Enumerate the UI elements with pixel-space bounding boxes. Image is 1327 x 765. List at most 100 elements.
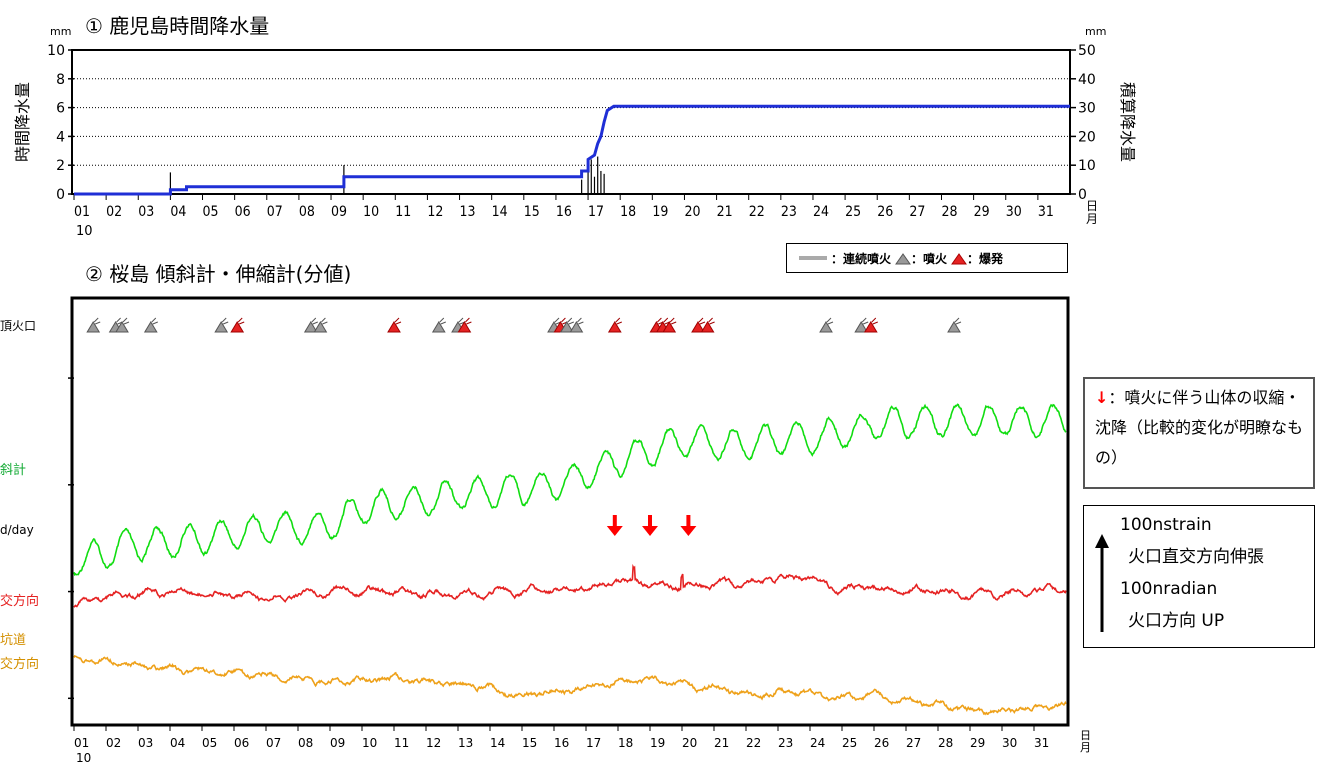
tilt-x-tick-label: 20 xyxy=(682,736,697,750)
rain-y-tick-label: 10 xyxy=(47,43,65,59)
tilt-x-unit: 日 月 xyxy=(1080,729,1095,754)
rain-plot-frame xyxy=(71,49,1071,195)
volcano-eruption-icon xyxy=(691,321,705,333)
volcano-eruption-icon xyxy=(457,321,472,333)
tilt-label-orange-1: 坑道 xyxy=(0,633,26,648)
tilt-label-crater: 頂火口 xyxy=(0,319,36,333)
rain-x-tick-label: 17 xyxy=(588,204,604,220)
rain-y-right-tick-label: 30 xyxy=(1078,101,1096,117)
rain-x-tick-label: 05 xyxy=(203,204,219,220)
rain-cumulative-line xyxy=(74,104,1070,196)
rain-x-tick-label: 21 xyxy=(717,204,733,220)
volcano-eruption-icon xyxy=(431,321,446,333)
deflation-arrows xyxy=(606,515,697,536)
volcano-eruption-icon xyxy=(115,321,129,333)
volcano-eruption-icon xyxy=(303,321,318,333)
eruption-plume-icon xyxy=(871,317,878,325)
tilt-x-sublabel: 10 xyxy=(76,751,91,765)
eruption-plume-icon xyxy=(394,317,402,325)
tilt-x-ticks: 01 02 03 04 05 06 07 08 09 10 11 12 13 14 15 16 17 18 19 20… xyxy=(73,725,1049,750)
rain-x-tick-label: 13 xyxy=(460,204,476,220)
tilt-chart: 01 02 03 04 05 06 07 08 09 10 11 12 13 14 15 16 17 18 19 20… xyxy=(0,296,1095,765)
rain-left-unit: mm xyxy=(50,25,71,38)
volcano-eruption-icon xyxy=(559,321,574,333)
tilt-x-tick-label: 02 xyxy=(106,736,121,750)
tilt-x-tick-label: 21 xyxy=(714,736,729,750)
rain-x-tick-label: 20 xyxy=(684,204,700,220)
rain-y-right-tick-label: 10 xyxy=(1078,158,1096,174)
eruption-plume-icon xyxy=(567,317,574,325)
tilt-x-tick-label: 30 xyxy=(1002,736,1017,750)
rain-ylabel-right: 積算降水量 xyxy=(1118,82,1137,162)
legend-explosion-label: ：爆発 xyxy=(967,251,1004,266)
tilt-x-tick-label: 26 xyxy=(874,736,889,750)
tilt-x-tick-label: 14 xyxy=(490,736,505,750)
volcano-eruption-icon xyxy=(700,321,715,333)
tilt-x-tick-label: 29 xyxy=(970,736,985,750)
rain-x-tick-label: 18 xyxy=(620,204,636,220)
rain-y-right-tick-label: 40 xyxy=(1078,72,1096,88)
eruption-marks xyxy=(86,317,962,333)
volcano-eruption-icon xyxy=(662,321,677,333)
eruption-plume-icon xyxy=(954,317,962,325)
rain-y-tick-label: 8 xyxy=(56,72,65,88)
rain-x-tick-label: 15 xyxy=(524,204,540,220)
rain-x-tick-label: 25 xyxy=(845,204,861,220)
rain-y-tick-label: 4 xyxy=(56,129,65,145)
rain-x-sublabel: 10 xyxy=(76,224,93,239)
rain-y-tick-label: 6 xyxy=(56,101,65,117)
rain-x-tick-label: 14 xyxy=(492,204,508,220)
eruption-volcano-icon xyxy=(895,253,911,265)
eruption-plume-icon xyxy=(577,317,584,325)
eruption-plume-icon xyxy=(237,317,245,325)
volcano-eruption-icon xyxy=(230,321,245,333)
rain-x-tick-label: 01 xyxy=(74,204,90,220)
rain-gridlines xyxy=(74,78,1070,166)
rain-x-tick-label: 31 xyxy=(1038,204,1054,220)
eruption-plume-icon xyxy=(439,317,446,325)
tilt-x-tick-label: 18 xyxy=(618,736,633,750)
rain-x-tick-label: 06 xyxy=(235,204,251,220)
rain-y-right-tick-label: 20 xyxy=(1078,129,1096,145)
tilt-x-tick-label: 05 xyxy=(202,736,217,750)
eruption-legend: ：連続噴火 ：噴火 ：爆発 xyxy=(786,243,1068,273)
rain-x-tick-label: 11 xyxy=(395,204,411,220)
volcano-eruption-icon xyxy=(863,321,878,333)
rain-y-tick-label: 0 xyxy=(56,187,65,203)
rain-x-tick-label: 04 xyxy=(170,204,186,220)
rain-y-tick-label: 2 xyxy=(56,158,65,174)
tilt-x-tick-label: 15 xyxy=(522,736,537,750)
eruption-plume-icon xyxy=(93,317,101,325)
scale-line-4: 火口方向 UP xyxy=(1128,611,1225,631)
tilt-x-tick-label: 04 xyxy=(170,736,185,750)
tilt-x-tick-label: 27 xyxy=(906,736,921,750)
volcano-eruption-icon xyxy=(214,321,229,333)
tilt-x-tick-label: 01 xyxy=(74,736,89,750)
rain-x-tick-label: 24 xyxy=(813,204,829,220)
volcano-eruption-icon xyxy=(313,321,328,333)
rain-x-ticks: 01 02 03 04 05 06 07 08 09 10 11 12 13 14 15 16 17 18 19 20… xyxy=(73,194,1054,220)
rain-x-unit: 日 月 xyxy=(1086,199,1102,226)
tilt-x-tick-label: 10 xyxy=(362,736,377,750)
rain-x-tick-label: 12 xyxy=(427,204,443,220)
eruption-plume-icon xyxy=(122,317,130,325)
legend-continuous-label: ：連続噴火 xyxy=(831,251,892,266)
tilt-series-line xyxy=(73,655,1067,716)
eruption-plume-icon xyxy=(861,317,869,325)
rain-x-tick-label: 30 xyxy=(1006,204,1022,220)
red-down-arrow-icon: ↓ xyxy=(1095,388,1109,407)
red-deflation-arrow-head xyxy=(642,526,658,536)
eruption-plume-icon xyxy=(708,317,715,325)
tilt-series-lines xyxy=(73,403,1067,716)
eruption-plume-icon xyxy=(311,317,318,325)
tilt-x-tick-label: 03 xyxy=(138,736,153,750)
volcano-eruption-icon xyxy=(387,321,401,333)
tilt-x-tick-label: 22 xyxy=(746,736,761,750)
scale-line-3: 100nradian xyxy=(1120,579,1218,599)
tilt-x-tick-label: 25 xyxy=(842,736,857,750)
tilt-chart-title: ② 桜島 傾斜計・伸縮計(分値) xyxy=(85,262,352,286)
volcano-eruption-icon xyxy=(947,321,961,333)
legend-eruption-label: ：噴火 xyxy=(911,251,948,266)
deflation-note-box: ↓：噴火に伴う山体の収縮・沈降（比較的変化が明瞭なもの） xyxy=(1083,377,1315,489)
